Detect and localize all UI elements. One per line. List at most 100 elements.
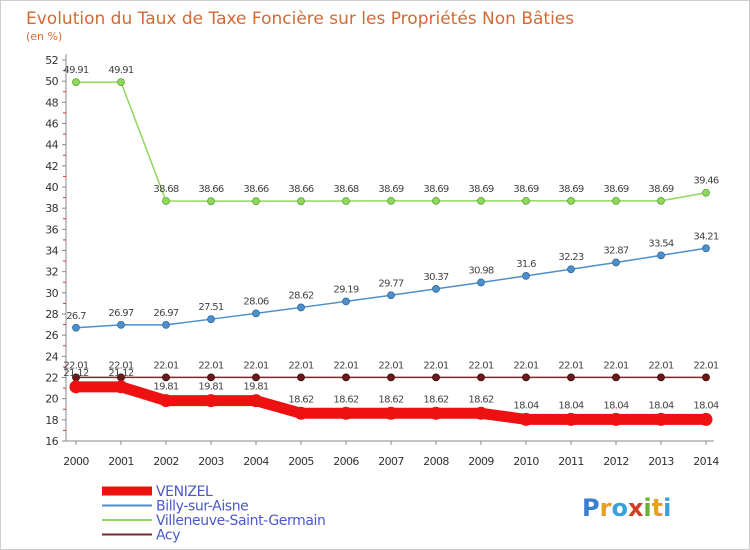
data-point bbox=[432, 196, 440, 205]
data-label: 38.69 bbox=[423, 184, 448, 195]
data-point bbox=[162, 321, 170, 329]
data-point bbox=[432, 373, 440, 382]
data-label: 39.46 bbox=[693, 176, 718, 187]
data-point bbox=[384, 406, 398, 420]
data-label: 38.66 bbox=[288, 184, 313, 195]
data-point bbox=[294, 406, 308, 420]
data-point bbox=[69, 380, 83, 394]
data-label: 38.69 bbox=[558, 184, 583, 195]
data-point bbox=[657, 373, 665, 382]
data-label: 28.62 bbox=[288, 290, 313, 301]
data-label: 22.01 bbox=[558, 360, 583, 371]
data-point bbox=[612, 373, 620, 382]
data-label: 18.04 bbox=[603, 400, 628, 411]
x-tick-label: 2008 bbox=[423, 455, 449, 468]
data-point bbox=[702, 244, 710, 253]
data-label: 38.69 bbox=[468, 184, 493, 195]
data-point bbox=[612, 258, 620, 267]
x-tick-label: 2002 bbox=[153, 455, 179, 468]
data-point bbox=[432, 285, 440, 293]
axes: 16 18 20 22 24 26 28 30 32 34 36 38 40 42 44 46 48 50 52 20… bbox=[45, 54, 720, 468]
data-point bbox=[339, 406, 353, 420]
data-point bbox=[342, 373, 350, 382]
data-point bbox=[567, 265, 575, 274]
data-point bbox=[387, 291, 395, 300]
data-label: 22.01 bbox=[513, 360, 538, 371]
x-tick-label: 2007 bbox=[378, 455, 404, 468]
data-point bbox=[474, 406, 488, 420]
logo-letter: x bbox=[628, 494, 644, 522]
data-label: 22.01 bbox=[423, 360, 448, 371]
data-label: 18.04 bbox=[648, 400, 673, 411]
y-tick-label: 48 bbox=[45, 96, 58, 109]
data-label: 22.01 bbox=[288, 360, 313, 371]
data-label: 38.68 bbox=[333, 184, 358, 195]
data-point bbox=[162, 197, 170, 205]
y-tick-label: 26 bbox=[45, 329, 58, 342]
y-tick-label: 42 bbox=[45, 160, 58, 173]
data-point bbox=[252, 309, 260, 318]
data-label: 38.69 bbox=[603, 184, 628, 195]
logo-letter: i bbox=[663, 494, 671, 522]
data-label: 18.62 bbox=[423, 394, 448, 405]
chart-subtitle: (en %) bbox=[26, 30, 62, 43]
data-label: 38.69 bbox=[378, 184, 403, 195]
data-label: 34.21 bbox=[693, 231, 718, 242]
data-point bbox=[249, 394, 263, 408]
data-point bbox=[522, 196, 530, 205]
data-label: 49.91 bbox=[108, 65, 133, 76]
data-point bbox=[654, 412, 668, 426]
data-label: 30.98 bbox=[468, 265, 493, 276]
data-label: 26.7 bbox=[66, 311, 86, 322]
data-label: 29.77 bbox=[378, 278, 403, 289]
data-label: 29.19 bbox=[333, 284, 358, 295]
y-tick-label: 28 bbox=[45, 308, 58, 321]
data-label: 19.81 bbox=[153, 382, 178, 393]
data-point bbox=[567, 373, 575, 382]
data-point bbox=[522, 271, 530, 280]
x-tick-label: 2006 bbox=[333, 455, 359, 468]
x-tick-label: 2014 bbox=[693, 455, 719, 468]
x-tick-label: 2005 bbox=[288, 455, 314, 468]
proxiti-logo: Proxiti bbox=[582, 494, 671, 522]
y-tick-label: 24 bbox=[45, 350, 58, 363]
data-point bbox=[387, 196, 395, 205]
data-label: 38.66 bbox=[198, 184, 223, 195]
data-point bbox=[162, 373, 170, 382]
y-tick-label: 36 bbox=[45, 223, 58, 236]
y-tick-label: 38 bbox=[45, 202, 58, 215]
data-label: 18.04 bbox=[558, 400, 583, 411]
data-point bbox=[612, 196, 620, 205]
data-point bbox=[477, 373, 485, 382]
data-point bbox=[387, 373, 395, 382]
data-label: 22.01 bbox=[243, 360, 268, 371]
data-point bbox=[429, 406, 443, 420]
data-point bbox=[342, 297, 350, 306]
data-point bbox=[702, 373, 710, 382]
logo-letter: r bbox=[600, 494, 612, 522]
data-label: 21.12 bbox=[63, 368, 88, 379]
y-tick-label: 44 bbox=[45, 139, 58, 152]
x-tick-label: 2010 bbox=[513, 455, 539, 468]
data-label: 18.62 bbox=[378, 394, 403, 405]
data-label: 26.97 bbox=[108, 308, 133, 319]
y-tick-label: 18 bbox=[45, 414, 58, 427]
data-point bbox=[609, 412, 623, 426]
data-labels: 49.91 49.91 38.68 38.66 38.66 38.66 38.68 38.69… bbox=[63, 65, 719, 411]
data-point bbox=[114, 380, 128, 394]
data-label: 21.12 bbox=[108, 368, 133, 379]
data-label: 18.62 bbox=[288, 394, 313, 405]
x-tick-label: 2012 bbox=[603, 455, 629, 468]
data-point bbox=[477, 196, 485, 205]
x-tick-label: 2013 bbox=[648, 455, 674, 468]
logo-text: Proxiti bbox=[582, 494, 671, 522]
data-point bbox=[252, 373, 260, 382]
data-label: 22.01 bbox=[153, 360, 178, 371]
data-point bbox=[699, 412, 713, 426]
data-label: 26.97 bbox=[153, 308, 178, 319]
logo-letter: o bbox=[611, 494, 628, 522]
data-label: 38.69 bbox=[513, 184, 538, 195]
data-point bbox=[702, 188, 710, 197]
x-tick-label: 2004 bbox=[243, 455, 269, 468]
